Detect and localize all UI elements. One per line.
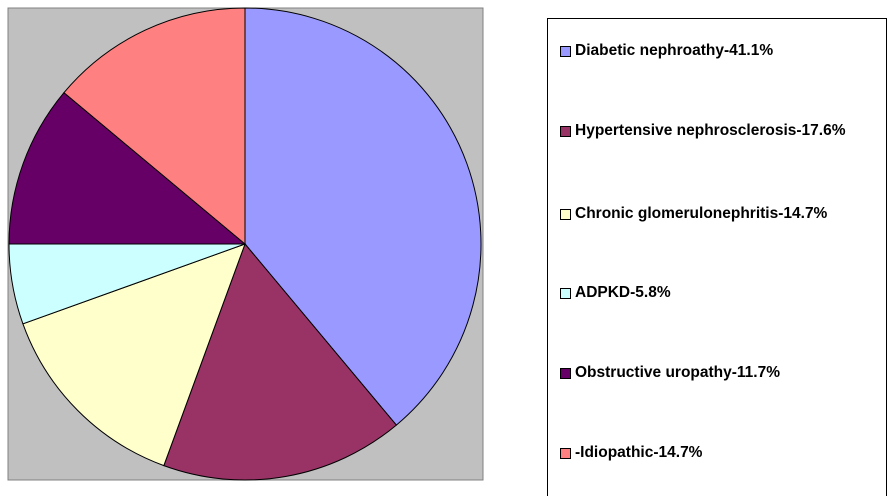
legend-entry: ADPKD-5.8% <box>560 281 870 305</box>
pie-slice <box>8 91 247 245</box>
legend-label: Diabetic nephroathy-41.1% <box>575 42 774 59</box>
legend-label: ADPKD-5.8% <box>575 284 671 301</box>
legend-entry: Obstructive uropathy-11.7% <box>560 361 870 385</box>
legend-swatch <box>560 126 571 137</box>
legend-label: Hypertensive nephrosclerosis-17.6% <box>575 122 846 139</box>
legend-entry: -Idiopathic-14.7% <box>560 441 870 465</box>
legend-swatch <box>560 46 571 57</box>
pie-slice <box>244 7 482 426</box>
legend-swatch <box>560 448 571 459</box>
legend-entry: Diabetic nephroathy-41.1% <box>560 39 870 63</box>
legend-label: -Idiopathic-14.7% <box>575 444 703 461</box>
chart <box>7 7 484 481</box>
legend: Diabetic nephroathy-41.1% Hypertensive ne… <box>547 18 887 496</box>
legend-entry: Chronic glomerulonephritis-14.7% <box>560 202 870 226</box>
legend-entry: Hypertensive nephrosclerosis-17.6% <box>560 119 870 143</box>
legend-swatch <box>560 368 571 379</box>
legend-label: Obstructive uropathy-11.7% <box>575 364 781 381</box>
pie-slice <box>22 243 246 467</box>
legend-swatch <box>560 209 571 220</box>
legend-swatch <box>560 288 571 299</box>
pie-slice <box>63 7 246 246</box>
legend-label: Chronic glomerulonephritis-14.7% <box>575 205 828 222</box>
pie-slice <box>163 243 398 481</box>
